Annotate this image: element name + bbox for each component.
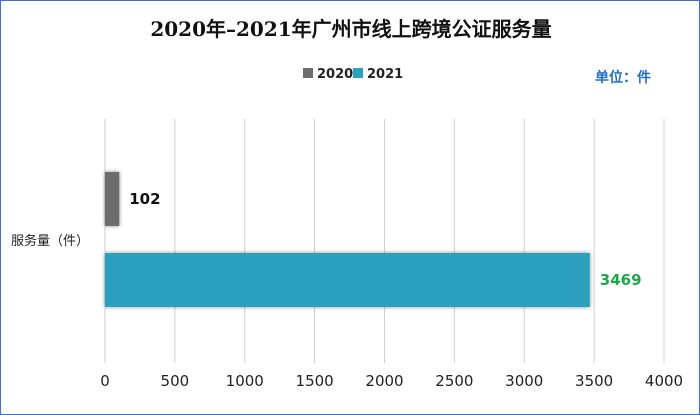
bars: 102 3469 [105,172,642,307]
x-tick-label: 1500 [296,372,334,390]
x-tick-label: 3000 [505,372,543,390]
x-tick-label: 1000 [226,372,264,390]
legend-label-2020: 2020 [317,67,353,82]
x-tick-label: 3500 [575,372,613,390]
legend-swatch-2021 [353,68,363,78]
unit-label: 单位：件 [595,69,651,86]
category-label: 服务量（件） [11,233,89,249]
x-tick-label: 2000 [365,372,403,390]
data-label-2021: 3469 [600,271,642,289]
x-axis-ticks: 0 500 1000 1500 2000 2500 3000 3500 4000 [100,372,683,390]
data-label-2020: 102 [129,190,160,208]
x-tick-label: 2500 [435,372,473,390]
bar-2020 [105,172,120,226]
legend: 2020 2021 [303,67,403,82]
gridlines [104,119,665,363]
legend-label-2021: 2021 [367,67,403,82]
legend-swatch-2020 [303,68,313,78]
chart-title: 2020年–2021年广州市线上跨境公证服务量 [150,17,551,41]
x-tick-label: 0 [100,372,110,390]
category-labels: 服务量（件） [11,233,89,249]
bar-2021 [105,253,590,307]
x-tick-label: 4000 [645,372,683,390]
x-tick-label: 500 [161,372,190,390]
